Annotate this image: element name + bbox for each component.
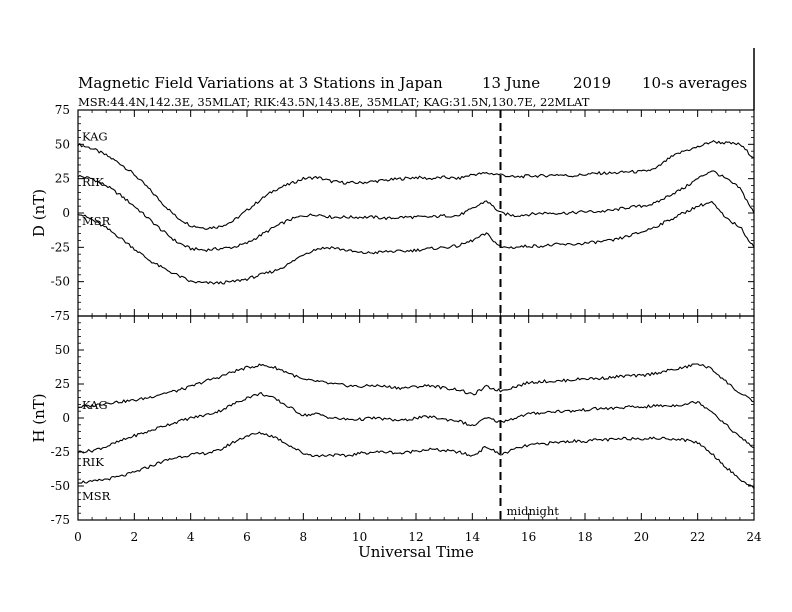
station-coordinates: MSR:44.4N,142.3E, 35MLAT; RIK:43.5N,143.…: [78, 95, 590, 109]
x-tick-label: 12: [408, 530, 423, 544]
y-tick-label: -50: [51, 275, 70, 289]
x-tick-label: 18: [577, 530, 592, 544]
series-line-kag: [77, 363, 755, 409]
series-label-kag: KAG: [82, 129, 108, 143]
series-line-msr: [77, 431, 755, 490]
x-tick-label: 10: [352, 530, 367, 544]
x-tick-label: 6: [243, 530, 251, 544]
series-line-rik: [77, 391, 755, 454]
series-line-msr: [77, 200, 755, 285]
y-tick-label: 50: [55, 343, 70, 357]
x-tick-label: 22: [690, 530, 705, 544]
series-label-rik: RIK: [82, 455, 104, 469]
y-tick-label: -75: [51, 309, 70, 323]
x-tick-label: 0: [74, 530, 82, 544]
series-label-msr: MSR: [82, 214, 111, 228]
y-tick-label: -25: [51, 240, 70, 254]
y-tick-label: 0: [62, 411, 70, 425]
series-label-msr: MSR: [82, 489, 111, 503]
y-tick-label: 0: [62, 206, 70, 220]
chart-header: Magnetic Field Variations at 3 Stations …: [78, 74, 747, 109]
series-label-rik: RIK: [82, 175, 104, 189]
x-tick-label: 4: [187, 530, 195, 544]
plot-panels: -75 -50 -25 0 25 50 75 D (nT) KAG RIK MSR -75 -50 -25…: [30, 48, 762, 544]
y-tick-label: -75: [51, 513, 70, 527]
y-axis-label: H (nT): [30, 393, 48, 442]
y-tick-label: -50: [51, 479, 70, 493]
chart-averaging: 10-s averages: [642, 74, 747, 92]
x-tick-label: 16: [521, 530, 536, 544]
midnight-label: midnight: [507, 504, 560, 518]
x-tick-label: 14: [465, 530, 481, 544]
y-tick-label: -25: [51, 445, 70, 459]
y-tick-label: 50: [55, 137, 70, 151]
y-axis-label: D (nT): [30, 189, 48, 237]
x-tick-label: 24: [746, 530, 762, 544]
x-axis-label: Universal Time: [358, 543, 474, 561]
chart-year: 2019: [573, 74, 611, 92]
x-tick-label: 2: [131, 530, 139, 544]
series-label-kag: KAG: [82, 398, 108, 412]
series-line-kag: [77, 140, 755, 230]
y-tick-label: 25: [55, 172, 70, 186]
chart-date: 13 June: [482, 74, 540, 92]
y-tick-label: 25: [55, 377, 70, 391]
x-tick-label: 20: [634, 530, 649, 544]
chart-title: Magnetic Field Variations at 3 Stations …: [78, 74, 443, 92]
x-tick-label: 8: [300, 530, 308, 544]
series-line-rik: [77, 170, 755, 252]
y-tick-label: 75: [55, 103, 70, 117]
panel-top: -75 -50 -25 0 25 50 75 D (nT) KAG RIK MSR: [30, 103, 755, 323]
plot-frame: [77, 109, 755, 317]
